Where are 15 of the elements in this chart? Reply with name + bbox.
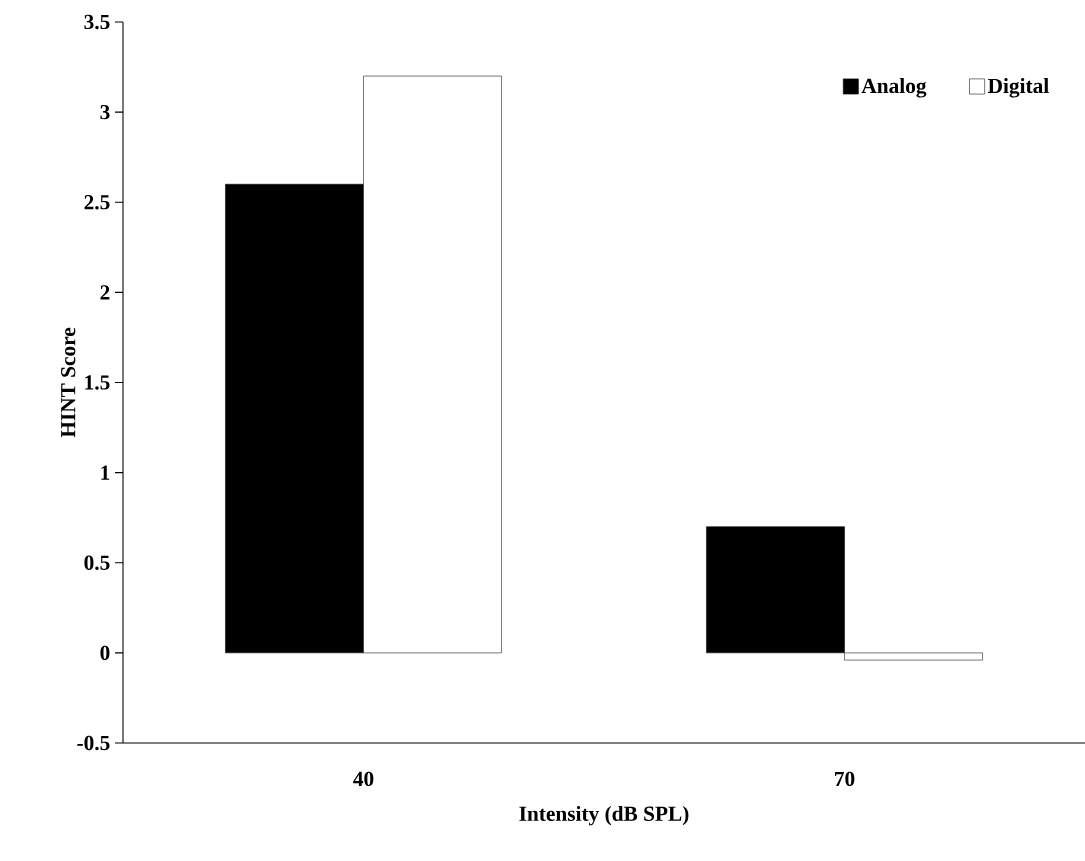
legend-label: Analog <box>861 78 927 98</box>
y-tick-label: 1.5 <box>85 375 110 390</box>
x-tick-label: 70 <box>835 771 855 787</box>
y-tick-label: 3 <box>100 104 110 120</box>
y-tick-label: 0.5 <box>84 555 110 570</box>
y-tick-label: 2 <box>100 285 110 300</box>
legend-label: Digital <box>987 78 1049 98</box>
y-tick-label: 1 <box>101 465 110 480</box>
y-tick-label: 3.5 <box>84 14 110 30</box>
y-axis-title: HINT Score <box>61 327 76 438</box>
y-tick-label: 2.5 <box>84 195 110 210</box>
y-tick-label: -0.5 <box>77 735 110 751</box>
x-axis-title: Intensity (dB SPL) <box>519 805 689 826</box>
x-tick-label: 40 <box>353 771 374 787</box>
y-tick-label: 0 <box>100 645 110 661</box>
